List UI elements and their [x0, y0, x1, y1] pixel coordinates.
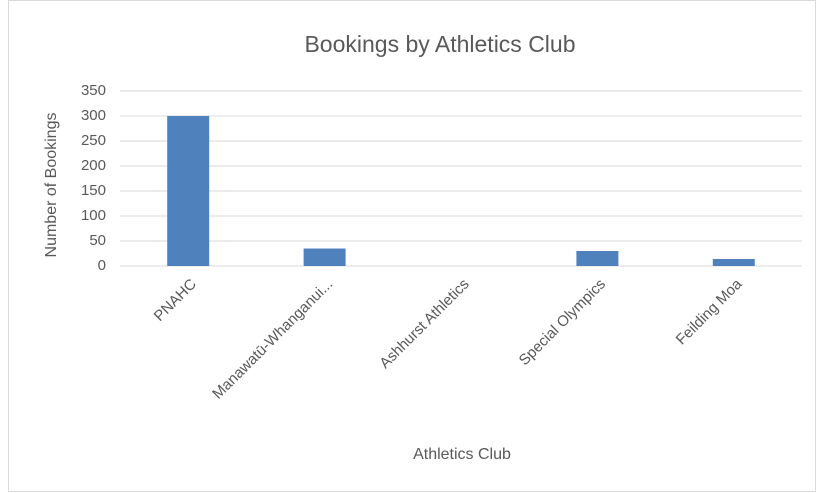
- y-tick-label: 350: [81, 82, 106, 99]
- y-tick-label: 100: [81, 207, 106, 224]
- bar: [576, 251, 619, 266]
- bar: [303, 248, 346, 266]
- chart-title: Bookings by Athletics Club: [304, 31, 575, 57]
- chart-frame: [8, 0, 816, 492]
- y-tick-label: 250: [81, 132, 106, 149]
- y-tick-label: 50: [89, 232, 106, 249]
- y-tick-label: 0: [98, 257, 106, 274]
- y-axis-label: Number of Bookings: [43, 113, 60, 258]
- x-axis-label: Athletics Club: [413, 446, 511, 463]
- y-tick-label: 150: [81, 182, 106, 199]
- bar: [712, 259, 755, 266]
- y-tick-label: 300: [81, 107, 106, 124]
- bar: [167, 116, 210, 266]
- y-tick-label: 200: [81, 157, 106, 174]
